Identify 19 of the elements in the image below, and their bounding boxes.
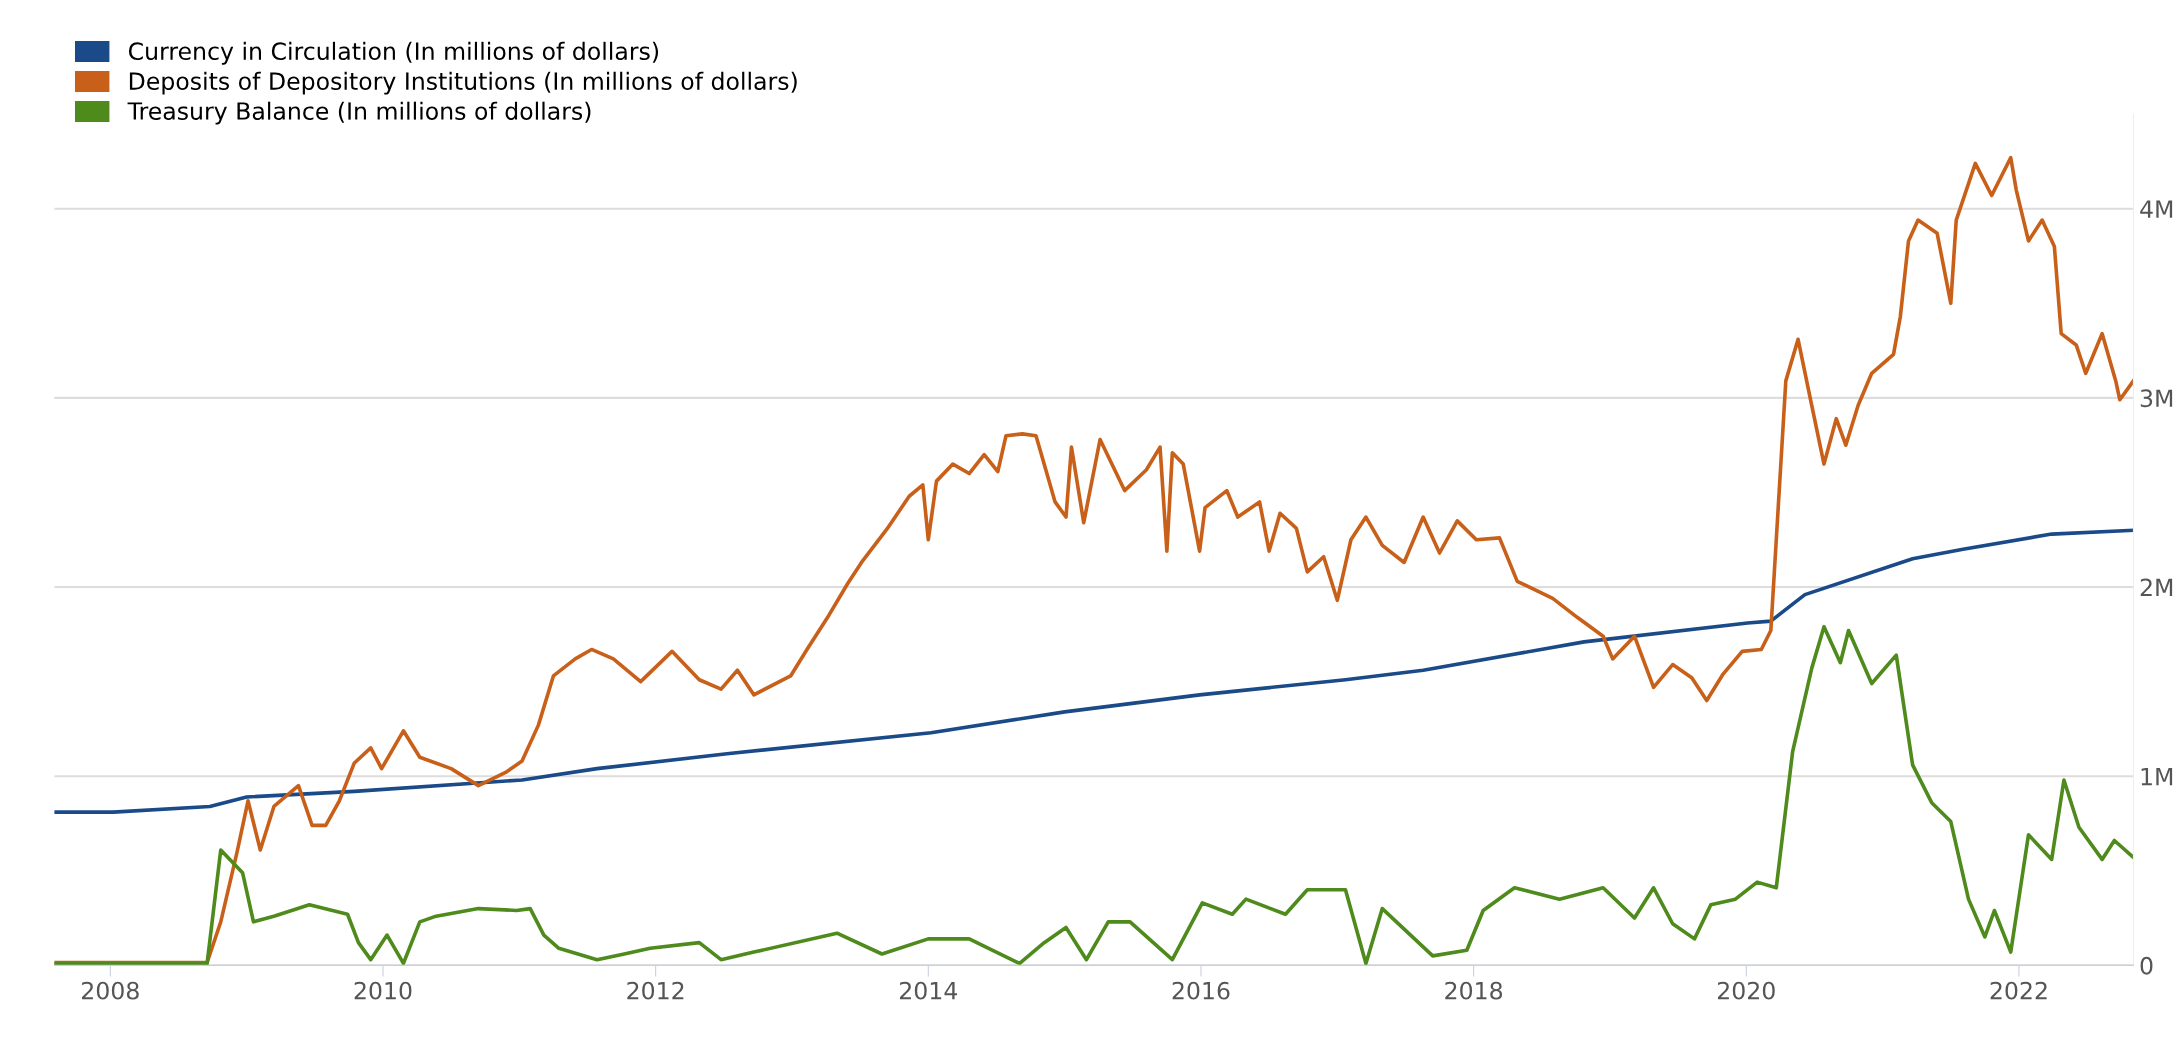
y-tick-label: 4M <box>2140 200 2173 218</box>
legend-label: Currency in Circulation (In millions of dollars) <box>128 41 659 65</box>
x-tick-label: 2018 <box>1445 981 1503 1000</box>
y-tick-label: 3M <box>2140 389 2173 408</box>
x-tick-label: 2008 <box>82 981 139 1000</box>
x-tick-label: 2010 <box>354 981 412 1000</box>
x-tick-label: 2014 <box>899 981 958 1000</box>
line-series <box>54 624 2134 966</box>
x-tick-label: 2022 <box>1990 981 2047 1000</box>
x-tick-label: 2012 <box>627 981 684 1000</box>
y-tick-label: 0 <box>2140 956 2153 975</box>
y-tick-label: 1M <box>2141 767 2173 786</box>
line-series <box>54 155 2134 965</box>
y-tick-label: 2M <box>2140 578 2173 597</box>
x-tick-label: 2020 <box>1717 981 1775 1000</box>
legend-label: Deposits of Depository Institutions (In millions of dollars) <box>129 71 797 95</box>
x-tick-label: 2016 <box>1172 981 1230 1000</box>
legend-label: Treasury Balance (In millions of dollars) <box>127 101 591 125</box>
line-series <box>54 528 2134 814</box>
